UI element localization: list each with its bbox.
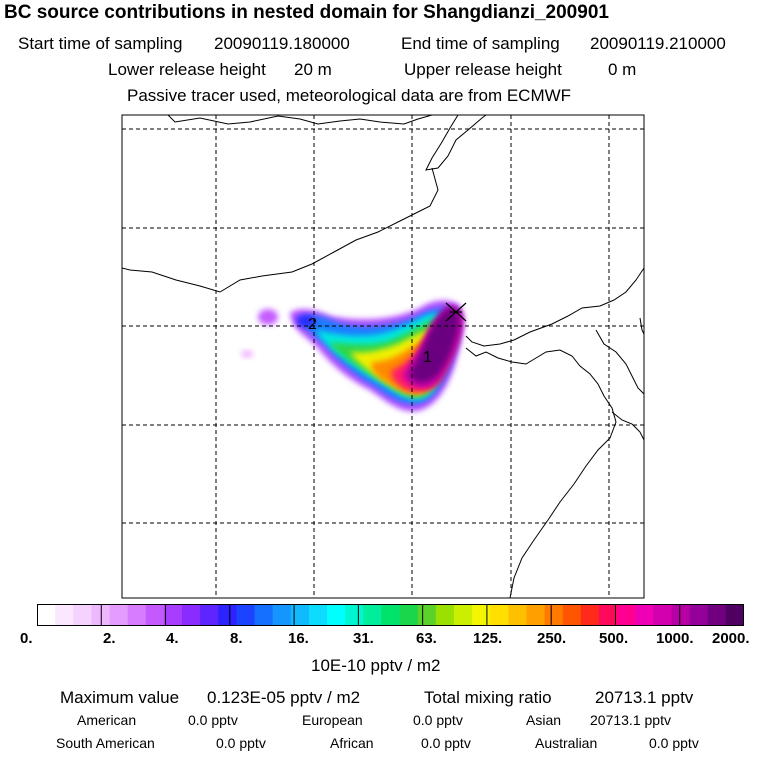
colorbar-cell: [73, 604, 92, 626]
colorbar-cell: [490, 604, 509, 626]
region-american-name: American: [77, 712, 137, 728]
colorbar-cell: [472, 604, 491, 626]
colorbar-cell: [544, 604, 564, 626]
region-european-name: European: [302, 712, 363, 728]
lower-release-label: Lower release height: [108, 60, 266, 79]
region-australian-value: 0.0 pptv: [649, 735, 699, 751]
colorbar-cell: [37, 604, 56, 626]
start-time-value: 20090119.180000: [214, 34, 350, 53]
colorbar-tick-11: 2000.: [712, 630, 750, 647]
colorbar-cell: [580, 604, 600, 626]
region-african-name: African: [330, 735, 374, 751]
border-northeast: [465, 267, 644, 347]
colorbar-cell: [290, 604, 310, 626]
colorbar-cell: [145, 604, 165, 626]
colorbar-cell: [363, 604, 382, 626]
region-south-american-value: 0.0 pptv: [216, 735, 266, 751]
colorbar-cell: [617, 604, 636, 626]
region-european-value: 0.0 pptv: [413, 712, 463, 728]
colorbar-cell: [725, 604, 744, 626]
colorbar-cell: [707, 604, 727, 626]
colorbar-tick-2: 4.: [166, 630, 179, 647]
map-title: BC source contributions in nested domain…: [4, 2, 609, 23]
colorbar-cell: [508, 604, 527, 626]
colorbar-cell: [127, 604, 147, 626]
start-time-label: Start time of sampling: [18, 34, 183, 53]
lat-lon-grid: [122, 115, 644, 598]
colorbar-units: 10E-10 pptv / m2: [311, 656, 441, 675]
region-south-american-name: South American: [56, 735, 155, 751]
coastline-east: [465, 347, 617, 598]
colorbar-cell: [453, 604, 473, 626]
colorbar-cell: [272, 604, 292, 626]
x-cross-icon: [445, 302, 467, 322]
colorbar-cell: [526, 604, 545, 626]
colorbar-tick-9: 500.: [599, 630, 629, 647]
upper-release-value: 0 m: [608, 60, 637, 79]
colorbar: [37, 604, 744, 626]
end-time-value: 20090119.210000: [590, 34, 726, 53]
plume-patch-far-west: [258, 309, 278, 325]
colorbar-cell: [327, 604, 346, 626]
colorbar-cell: [55, 604, 74, 626]
colorbar-cell: [417, 604, 437, 626]
colorbar-cell: [381, 604, 400, 626]
colorbar-cell: [598, 604, 618, 626]
tracer-note: Passive tracer used, meteorological data…: [127, 86, 572, 105]
country-borders: [122, 115, 644, 598]
colorbar-cell: [218, 604, 237, 626]
region-american-value: 0.0 pptv: [188, 712, 238, 728]
colorbar-cell: [109, 604, 129, 626]
region-african-value: 0.0 pptv: [421, 735, 471, 751]
colorbar-cell: [562, 604, 582, 626]
region-australian-name: Australian: [535, 735, 598, 751]
upper-release-label: Upper release height: [404, 60, 562, 79]
colorbar-cell: [308, 604, 328, 626]
colorbar-cell: [653, 604, 672, 626]
colorbar-tick-10: 1000.: [656, 630, 694, 647]
colorbar-cell: [254, 604, 274, 626]
colorbar-cell: [689, 604, 709, 626]
colorbar-tick-1: 2.: [103, 630, 116, 647]
colorbar-tick-5: 31.: [353, 630, 374, 647]
colorbar-tick-8: 250.: [537, 630, 567, 647]
source-marker-2: 2: [308, 316, 317, 333]
colorbar-cell: [399, 604, 419, 626]
border-mongolia-south: [122, 167, 439, 293]
colorbar-cell: [91, 604, 110, 626]
colorbar-frame: [37, 604, 744, 626]
colorbar-tick-7: 125.: [473, 630, 503, 647]
colorbar-cell: [182, 604, 201, 626]
end-time-label: End time of sampling: [401, 34, 560, 53]
total-mixing-value: 20713.1 pptv: [595, 688, 694, 707]
total-mixing-label: Total mixing ratio: [424, 688, 552, 707]
border-mongolia-east: [425, 115, 487, 171]
max-value-label: Maximum value: [60, 688, 180, 707]
concentration-plume: [241, 300, 464, 412]
coastline-bay: [611, 411, 644, 441]
map-frame: [121, 114, 645, 599]
coastline-peninsula: [639, 317, 644, 335]
colorbar-cell: [345, 604, 364, 626]
colorbar-tick-4: 16.: [288, 630, 309, 647]
colorbar-cell: [435, 604, 455, 626]
region-asian-value: 20713.1 pptv: [590, 712, 671, 728]
colorbar-tick-6: 63.: [416, 630, 437, 647]
colorbar-cell: [163, 604, 183, 626]
border-north: [167, 115, 433, 125]
plume-patch-small: [241, 350, 253, 358]
colorbar-tick-3: 8.: [230, 630, 243, 647]
plume-blue-spot: [296, 315, 316, 327]
source-marker-1: 1: [423, 349, 432, 366]
region-asian-name: Asian: [526, 712, 562, 728]
max-value: 0.123E-05 pptv / m2: [207, 688, 361, 707]
colorbar-cell: [200, 604, 219, 626]
colorbar-cell: [635, 604, 654, 626]
colorbar-cell: [236, 604, 255, 626]
colorbar-tick-0: 0.: [20, 630, 33, 647]
lower-release-value: 20 m: [294, 60, 332, 79]
coastline-korea: [595, 329, 644, 395]
colorbar-cell: [671, 604, 691, 626]
